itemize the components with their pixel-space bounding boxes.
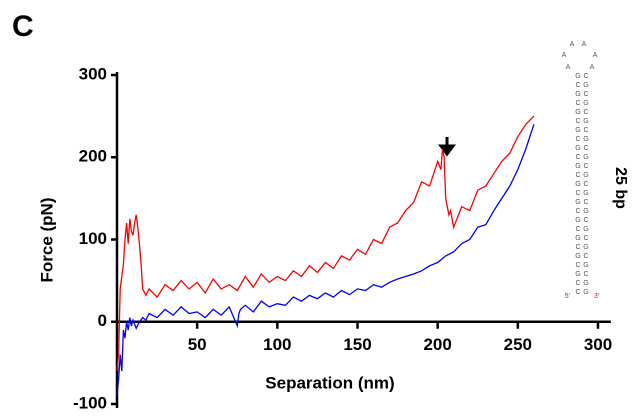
series-line xyxy=(116,115,535,372)
hairpin-stem: G xyxy=(583,208,588,215)
hairpin-stem: C xyxy=(575,82,580,89)
x-tick-label: 250 xyxy=(504,335,532,354)
hairpin-end: 5' xyxy=(565,293,570,300)
hairpin-stem: G xyxy=(583,280,588,287)
hairpin-stem: G xyxy=(583,190,588,197)
hairpin-stem: G xyxy=(583,262,588,269)
hairpin-stem: C xyxy=(575,100,580,107)
hairpin-stem: G xyxy=(583,118,588,125)
hairpin-loop: A xyxy=(570,41,575,48)
hairpin-stem: G xyxy=(575,163,580,170)
hairpin-loop: A xyxy=(562,52,567,59)
x-axis-title: Separation (nm) xyxy=(265,373,394,392)
hairpin-stem: G xyxy=(575,271,580,278)
hairpin-stem: C xyxy=(575,244,580,251)
hairpin-stem: C xyxy=(583,217,588,224)
series-line xyxy=(116,124,535,396)
hairpin-stem: C xyxy=(575,280,580,287)
hairpin-loop: A xyxy=(593,52,598,59)
hairpin-loop: A xyxy=(582,41,587,48)
hairpin-stem: C xyxy=(583,181,588,188)
hairpin-stem: G xyxy=(575,109,580,116)
x-tick-label: 100 xyxy=(263,335,291,354)
y-axis-title: Force (pN) xyxy=(37,198,56,283)
hairpin-stem: C xyxy=(583,163,588,170)
panel-label: C xyxy=(12,10,34,43)
hairpin-stem: G xyxy=(575,145,580,152)
hairpin-stem: G xyxy=(583,172,588,179)
x-tick-label: 50 xyxy=(188,335,207,354)
hairpin-stem: C xyxy=(575,136,580,143)
hairpin-end: 3' xyxy=(594,293,599,300)
hairpin-stem: C xyxy=(583,145,588,152)
x-tick-label: 200 xyxy=(423,335,451,354)
hairpin-stem: G xyxy=(575,127,580,134)
hairpin-stem: C xyxy=(583,199,588,206)
hairpin-stem: C xyxy=(583,271,588,278)
x-tick-label: 150 xyxy=(343,335,371,354)
y-tick-label: 200 xyxy=(79,147,107,166)
y-tick-label: -100 xyxy=(73,393,107,412)
hairpin-stem: C xyxy=(575,262,580,269)
x-tick-label: 300 xyxy=(584,335,612,354)
hairpin-stem: G xyxy=(583,154,588,161)
hairpin-stem: G xyxy=(583,289,588,296)
hairpin-stem: G xyxy=(575,199,580,206)
hairpin-stem: C xyxy=(583,73,588,80)
hairpin-stem: G xyxy=(583,100,588,107)
hairpin-stem: C xyxy=(575,154,580,161)
hairpin-stem: C xyxy=(575,208,580,215)
hairpin-stem: C xyxy=(575,172,580,179)
hairpin-stem: G xyxy=(575,253,580,260)
hairpin-stem: G xyxy=(583,244,588,251)
arrow xyxy=(438,137,456,157)
hairpin-stem: G xyxy=(575,181,580,188)
hairpin-stem: G xyxy=(575,235,580,242)
y-tick-label: 0 xyxy=(98,311,107,330)
hairpin-stem: C xyxy=(575,289,580,296)
hairpin-stem: C xyxy=(583,253,588,260)
hairpin-stem: G xyxy=(583,136,588,143)
hairpin-stem: G xyxy=(575,91,580,98)
hairpin-stem: G xyxy=(583,82,588,89)
hairpin-stem: C xyxy=(583,91,588,98)
hairpin-loop: A xyxy=(590,64,595,71)
hairpin-stem: G xyxy=(575,217,580,224)
y-tick-label: 100 xyxy=(79,229,107,248)
hairpin-stem: C xyxy=(575,118,580,125)
hairpin-stem: G xyxy=(583,226,588,233)
hairpin-stem: C xyxy=(575,226,580,233)
hairpin-stem: C xyxy=(575,190,580,197)
hairpin-loop: A xyxy=(566,64,571,71)
side-label: 25 bp xyxy=(612,167,629,209)
hairpin-stem: C xyxy=(583,235,588,242)
hairpin-stem: C xyxy=(583,127,588,134)
hairpin-stem: C xyxy=(583,109,588,116)
y-tick-label: 300 xyxy=(79,64,107,83)
hairpin-stem: G xyxy=(575,73,580,80)
